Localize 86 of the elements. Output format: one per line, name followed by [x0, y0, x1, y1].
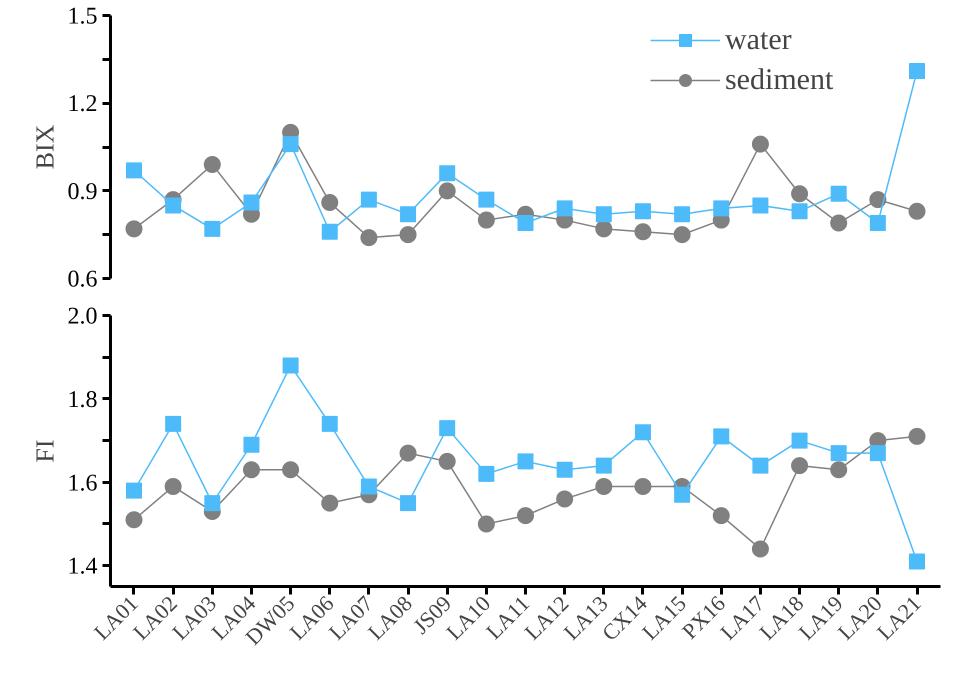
- point: [400, 206, 416, 222]
- legend-label: water: [725, 23, 792, 57]
- point: [596, 206, 612, 222]
- point: [282, 136, 299, 152]
- y-tick-label: 2.0: [68, 304, 98, 330]
- point: [243, 194, 260, 211]
- point: [595, 478, 612, 495]
- point: [674, 486, 690, 503]
- point: [204, 220, 220, 237]
- point: [596, 458, 612, 474]
- point: [909, 63, 926, 80]
- legend-label: sediment: [725, 63, 834, 97]
- point: [634, 478, 652, 495]
- point: [360, 478, 377, 494]
- point: [908, 202, 926, 220]
- point: [400, 444, 417, 462]
- point: [792, 203, 808, 220]
- point: [909, 553, 926, 570]
- y-tick-label: 1.2: [68, 91, 98, 118]
- point: [165, 416, 182, 432]
- point: [360, 192, 377, 208]
- point: [870, 445, 886, 462]
- point: [556, 200, 573, 216]
- y-tick-label: 1.4: [68, 554, 98, 580]
- point: [713, 200, 730, 216]
- point: [360, 229, 378, 246]
- y-tick-label: 0.9: [68, 178, 98, 205]
- point: [752, 197, 768, 214]
- point: [517, 507, 534, 524]
- point: [478, 466, 494, 482]
- point: [282, 461, 300, 478]
- point: [125, 220, 142, 238]
- point: [400, 495, 416, 512]
- point: [792, 432, 808, 449]
- point: [478, 212, 495, 229]
- point: [204, 495, 220, 512]
- point: [830, 186, 847, 202]
- point: [869, 191, 886, 208]
- point: [438, 452, 456, 470]
- y-tick-label: 0.6: [68, 266, 98, 292]
- y-tick-label: 1.6: [68, 470, 98, 496]
- point: [204, 156, 221, 174]
- point: [556, 462, 573, 478]
- point: [400, 226, 417, 244]
- point: [830, 214, 848, 232]
- point: [282, 358, 299, 374]
- point: [595, 220, 612, 238]
- y-axis-title: BIX: [30, 124, 60, 170]
- point: [125, 511, 142, 528]
- point: [752, 136, 769, 153]
- point: [243, 436, 260, 453]
- point: [438, 182, 456, 200]
- point: [713, 428, 730, 444]
- y-axis-title: FI: [30, 439, 60, 463]
- y-tick-label: 1.8: [68, 386, 98, 413]
- point: [518, 453, 534, 470]
- point: [674, 206, 690, 222]
- point: [478, 192, 494, 208]
- point: [634, 203, 651, 220]
- point: [322, 416, 338, 432]
- point: [870, 214, 886, 231]
- point: [439, 165, 456, 182]
- point: [164, 478, 182, 495]
- point: [321, 494, 338, 512]
- point: [830, 445, 847, 462]
- y-tick-label: 1.5: [68, 4, 98, 30]
- point: [439, 420, 456, 436]
- point: [478, 515, 495, 532]
- point: [634, 223, 652, 240]
- point: [791, 185, 808, 202]
- point: [752, 540, 769, 558]
- point: [518, 214, 534, 231]
- point: [674, 226, 691, 244]
- point: [752, 458, 768, 474]
- point: [908, 428, 926, 445]
- point: [634, 424, 651, 440]
- point: [830, 461, 848, 478]
- point: [165, 197, 182, 214]
- point: [791, 457, 808, 474]
- point: [242, 461, 260, 478]
- point: [322, 224, 338, 240]
- point: [126, 482, 142, 499]
- point: [321, 194, 338, 212]
- point: [712, 507, 730, 524]
- point: [556, 490, 574, 508]
- point: [126, 162, 142, 178]
